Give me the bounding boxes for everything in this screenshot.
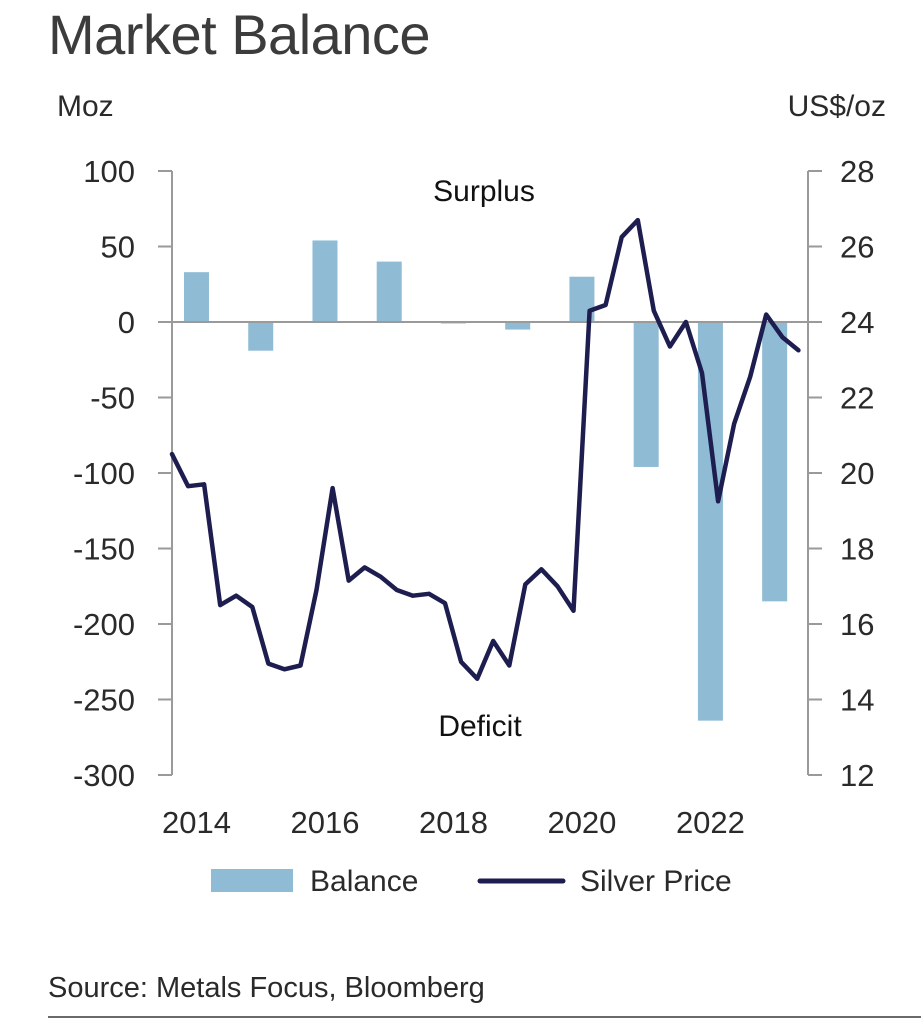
right-tick-label: 26 xyxy=(840,230,874,265)
bottom-divider xyxy=(48,1016,921,1018)
right-tick-label: 12 xyxy=(840,758,874,793)
right-tick-label: 18 xyxy=(840,532,874,567)
market-balance-chart: Moz US$/oz 100 50 0 -50 -100 -150 -200 -250 -300… xyxy=(57,90,886,898)
deficit-annotation: Deficit xyxy=(438,710,522,743)
right-tick-label: 16 xyxy=(840,607,874,642)
right-tick-label: 22 xyxy=(840,381,874,416)
x-tick-label: 2020 xyxy=(547,805,616,840)
legend: Balance Silver Price xyxy=(211,865,732,898)
left-tick-label: -250 xyxy=(73,683,135,718)
left-tick-label: 50 xyxy=(101,230,135,265)
balance-bar xyxy=(183,272,209,322)
left-axis-label: Moz xyxy=(57,90,114,123)
left-tick-label: 0 xyxy=(118,305,135,340)
surplus-annotation: Surplus xyxy=(433,175,535,208)
x-tick-label: 2018 xyxy=(419,805,488,840)
right-tick-label: 14 xyxy=(840,683,874,718)
x-tick-label: 2014 xyxy=(162,805,231,840)
left-tick-label: -50 xyxy=(90,381,135,416)
legend-label-balance: Balance xyxy=(310,865,418,898)
x-tick-label: 2016 xyxy=(290,805,359,840)
left-tick-label: -100 xyxy=(73,456,135,491)
right-tick-label: 28 xyxy=(840,154,874,189)
right-axis-label: US$/oz xyxy=(788,90,886,123)
balance-bar xyxy=(505,322,531,330)
balance-bar xyxy=(376,261,402,322)
legend-label-silver-price: Silver Price xyxy=(580,865,732,898)
left-tick-label: -300 xyxy=(73,758,135,793)
right-tick-label: 20 xyxy=(840,456,874,491)
source-note: Source: Metals Focus, Bloomberg xyxy=(48,972,485,1004)
legend-swatch-balance xyxy=(211,869,293,892)
right-tick-label: 24 xyxy=(840,305,874,340)
left-tick-label: -200 xyxy=(73,607,135,642)
balance-bar xyxy=(633,322,659,467)
x-tick-label: 2022 xyxy=(676,805,745,840)
balance-bar xyxy=(248,322,274,351)
balance-bar xyxy=(312,240,338,322)
balance-bar xyxy=(762,322,788,602)
silver-price-line xyxy=(169,217,801,681)
left-tick-label: 100 xyxy=(83,154,135,189)
chart-title: Market Balance xyxy=(48,3,431,66)
left-tick-label: -150 xyxy=(73,532,135,567)
